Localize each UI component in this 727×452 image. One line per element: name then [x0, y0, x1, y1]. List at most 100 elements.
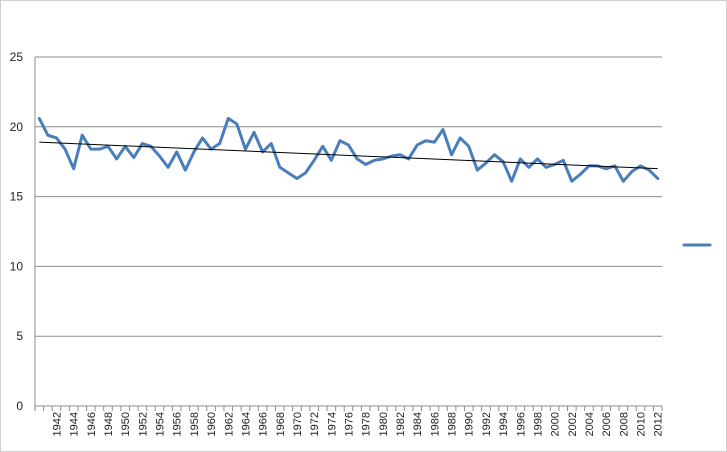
x-tick-label: 2002 [567, 412, 579, 436]
data-point [458, 136, 462, 140]
x-tick-label: 2000 [550, 412, 562, 436]
x-tick-label: 1976 [344, 412, 356, 436]
x-tick-label: 1988 [447, 412, 459, 436]
x-tick-label: 1966 [258, 412, 270, 436]
data-point [536, 157, 539, 161]
x-tick-label: 1964 [240, 412, 252, 436]
data-point [415, 143, 419, 147]
y-axis-tick-labels: 0 5 10 15 20 25 [10, 50, 24, 413]
data-point [192, 150, 196, 154]
data-point [570, 179, 574, 183]
data-point [424, 139, 428, 143]
y-tick-label: 10 [10, 259, 24, 273]
data-point [218, 142, 221, 145]
x-tick-label: 1986 [429, 412, 441, 436]
data-point [476, 168, 479, 172]
data-point [518, 157, 522, 161]
data-point [544, 165, 548, 169]
data-point [656, 177, 660, 180]
x-tick-label: 1970 [292, 412, 304, 436]
x-tick-label: 2008 [618, 412, 630, 436]
data-point [639, 164, 642, 168]
x-tick-label: 1942 [51, 412, 63, 436]
data-point [510, 179, 513, 183]
x-tick-label: 1974 [326, 412, 338, 436]
x-tick-label: 1946 [86, 412, 98, 436]
x-tick-label: 1984 [412, 412, 424, 436]
x-tick-label: 1980 [378, 412, 390, 436]
data-point [579, 172, 582, 176]
x-tick-label: 1950 [120, 412, 132, 436]
data-point [467, 145, 471, 148]
x-tick-label: 1996 [515, 412, 527, 436]
gridlines [35, 56, 662, 337]
data-point [63, 147, 67, 151]
x-tick-label: 1968 [275, 412, 287, 436]
x-tick-label: 1954 [155, 412, 167, 436]
data-point [338, 139, 342, 143]
y-tick-label: 15 [10, 190, 24, 204]
x-tick-label: 2006 [601, 412, 613, 436]
data-point [80, 133, 84, 137]
x-tick-label: 1978 [361, 412, 373, 436]
data-point [484, 161, 488, 165]
x-tick-label: 1962 [223, 412, 235, 436]
x-axis: 1942 1944 1946 1948 1950 1952 1954 1956 1958 1960… [34, 57, 665, 436]
x-tick-label: 2012 [653, 412, 665, 436]
data-point [37, 117, 41, 120]
data-point [252, 131, 256, 134]
x-tick-label: 1994 [498, 412, 510, 436]
data-point [398, 153, 402, 157]
data-point [46, 133, 50, 137]
data-point [295, 177, 299, 180]
x-tick-label: 1948 [103, 412, 115, 436]
data-point [166, 165, 170, 169]
series-layer [37, 116, 660, 183]
data-point [132, 156, 136, 159]
x-tick-label: 1972 [309, 412, 321, 436]
data-point [355, 157, 359, 161]
data-point [450, 153, 453, 157]
y-tick-label: 0 [16, 399, 23, 413]
x-tick-label: 1992 [481, 412, 493, 436]
data-point [381, 157, 385, 161]
data-point [441, 128, 445, 131]
data-point [304, 171, 307, 175]
data-point [72, 167, 75, 170]
data-point [158, 154, 161, 158]
x-tick-label: 1990 [464, 412, 476, 436]
data-point [493, 153, 496, 157]
y-tick-label: 20 [10, 120, 24, 134]
data-point [115, 157, 118, 161]
x-tick-label: 1998 [532, 412, 544, 436]
data-point [278, 165, 282, 169]
x-tick-label: 1958 [189, 412, 201, 436]
data-point [106, 145, 110, 148]
data-point [184, 168, 187, 172]
data-point [287, 171, 290, 175]
data-point [527, 165, 531, 169]
data-point [226, 117, 230, 120]
data-point [141, 142, 144, 145]
data-point [372, 159, 376, 162]
data-point [244, 147, 247, 151]
x-tick-label: 1956 [172, 412, 184, 436]
x-tick-label: 2004 [584, 412, 596, 436]
data-point [55, 136, 58, 140]
data-point [630, 170, 634, 173]
x-tick-label: 2010 [636, 412, 648, 436]
data-point [647, 168, 651, 172]
x-tick-label: 1952 [137, 412, 149, 436]
data-point [604, 167, 608, 170]
data-point [330, 159, 333, 162]
data-point [561, 159, 565, 162]
data-point [321, 145, 325, 148]
data-point [433, 140, 436, 144]
data-point [622, 179, 625, 183]
x-tick-label: 1944 [69, 412, 81, 436]
data-point [269, 142, 273, 145]
data-point [364, 163, 367, 166]
data-point [201, 136, 204, 140]
